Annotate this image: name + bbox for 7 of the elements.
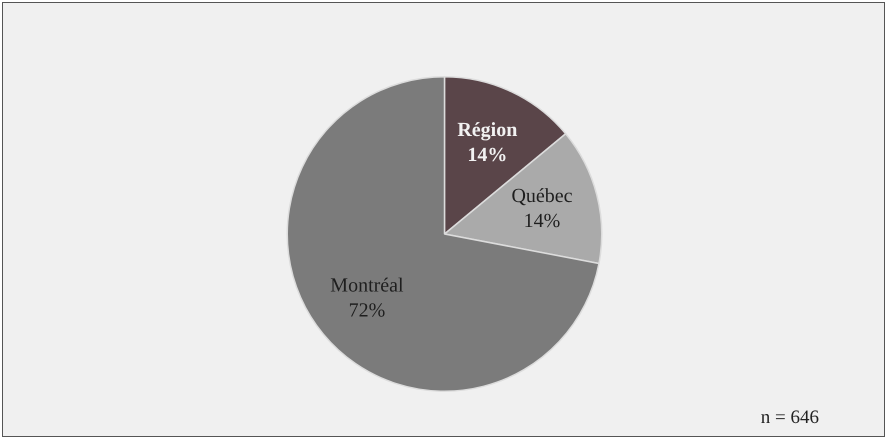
slice-label: Région (457, 119, 518, 142)
slice-label: Québec (511, 185, 573, 208)
text: n = 646 (760, 407, 819, 429)
data-label: 14% (524, 210, 560, 232)
data-label: 14% (467, 144, 508, 166)
slice-label: Montréal (330, 274, 404, 296)
data-label: 72% (348, 299, 386, 322)
